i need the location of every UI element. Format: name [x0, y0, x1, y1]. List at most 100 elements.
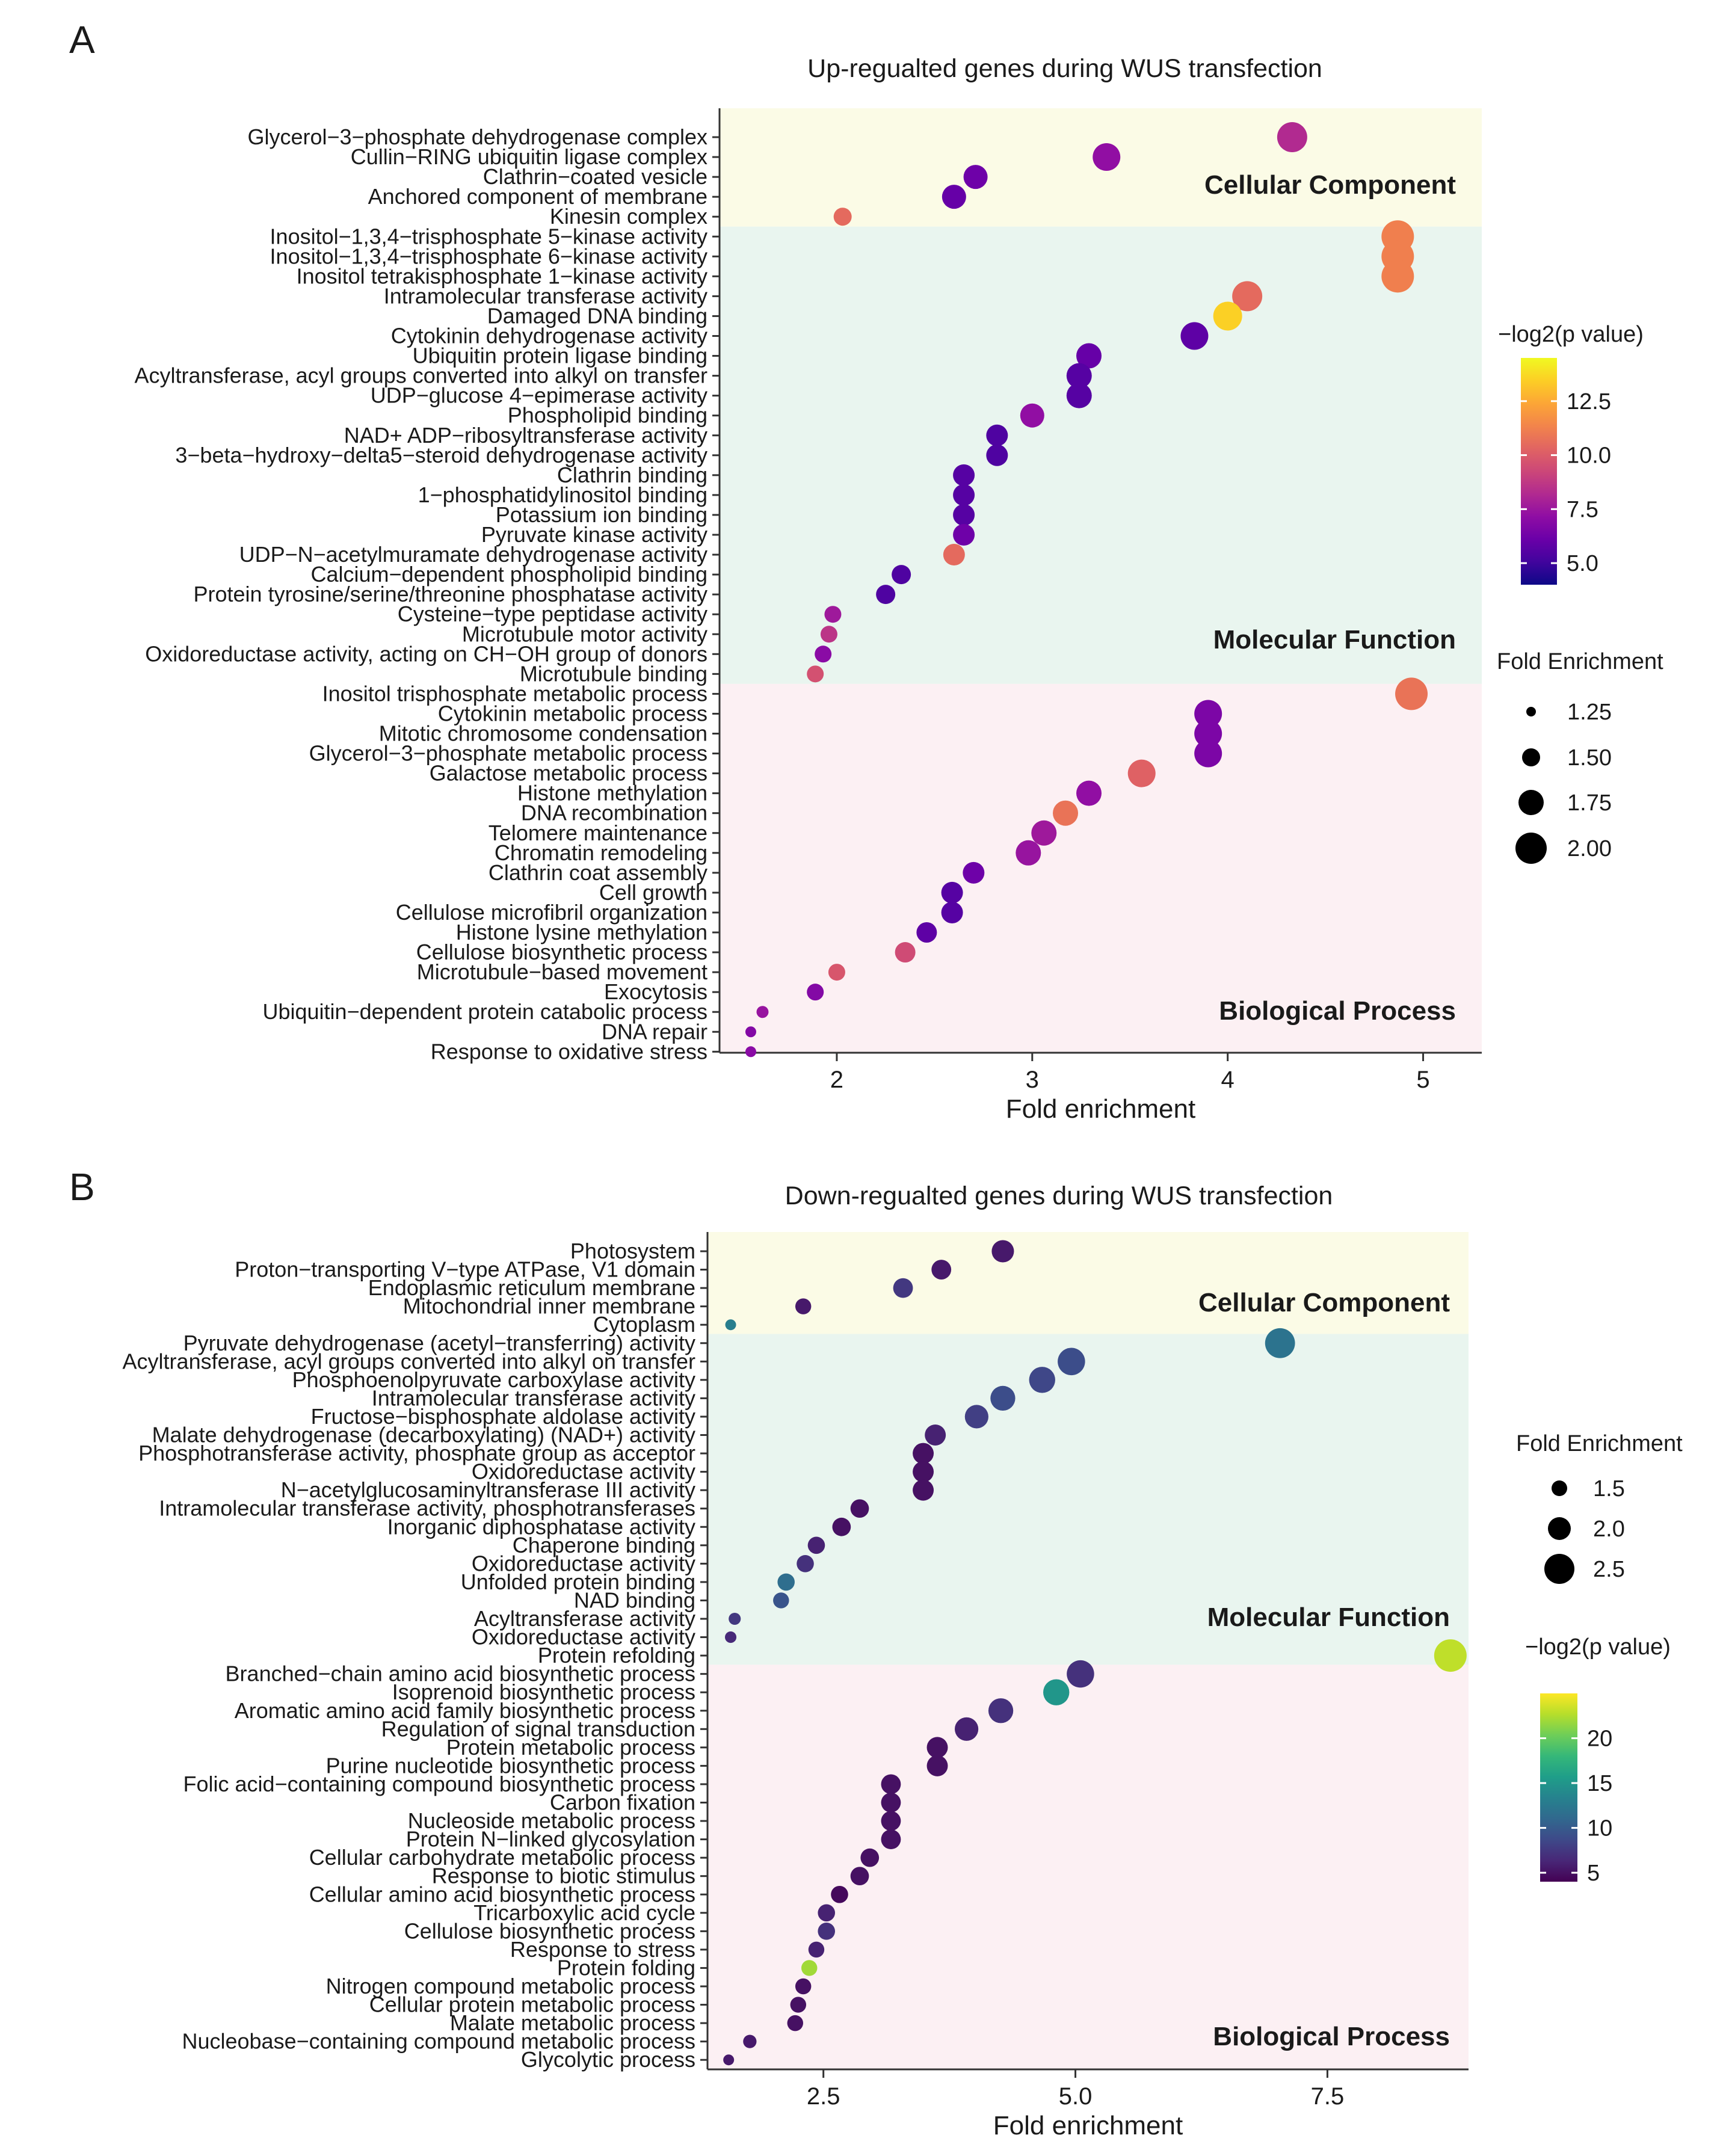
data-point	[777, 1573, 795, 1591]
data-point	[1016, 840, 1041, 866]
data-point	[743, 2034, 757, 2048]
data-point	[941, 901, 963, 923]
data-point	[824, 606, 842, 623]
data-point	[745, 1026, 756, 1038]
data-point	[1066, 383, 1092, 408]
data-point	[820, 626, 837, 643]
group-band	[720, 226, 1482, 684]
data-point	[941, 881, 963, 904]
category-label: Protein metabolic process	[446, 1735, 695, 1760]
data-point	[881, 1774, 901, 1794]
category-label: Purine nucleotide biosynthetic process	[326, 1753, 695, 1778]
data-point	[1043, 1679, 1070, 1705]
category-label: Chromatin remodeling	[495, 840, 707, 865]
category-label: Intramolecular transferase activity	[372, 1385, 695, 1410]
data-point	[916, 922, 937, 943]
category-label: Oxidoreductase activity	[472, 1459, 695, 1484]
category-label: Cytokinin metabolic process	[438, 701, 707, 725]
data-point	[1194, 739, 1222, 768]
category-label: Inositol trisphosphate metabolic process	[322, 681, 707, 706]
category-label: Protein N−linked glycosylation	[406, 1827, 695, 1852]
data-point	[876, 585, 896, 605]
data-point	[828, 964, 845, 981]
category-label: Regulation of signal transduction	[381, 1716, 695, 1741]
size-legend-title: Fold Enrichment	[1516, 1431, 1683, 1456]
category-label: Aromatic amino acid family biosynthetic …	[235, 1698, 695, 1723]
data-point	[815, 645, 832, 663]
color-legend-label: 15	[1587, 1771, 1612, 1796]
data-point	[1029, 1367, 1055, 1393]
panel-b: B Down-regualted genes during WUS transfe…	[69, 1165, 1683, 2140]
data-point	[925, 1424, 946, 1446]
data-point	[964, 1405, 988, 1429]
category-label: 3−beta−hydroxy−delta5−steroid dehydrogen…	[175, 443, 707, 467]
category-label: Unfolded protein binding	[461, 1569, 695, 1594]
data-point	[1053, 800, 1079, 826]
category-label: Oxidoreductase activity, acting on CH−OH…	[145, 641, 707, 666]
category-label: Mitotic chromosome condensation	[379, 721, 707, 746]
data-point	[801, 1960, 818, 1976]
category-label: Mitochondrial inner membrane	[403, 1294, 695, 1319]
size-legend-dot	[1544, 1554, 1574, 1584]
group-label: Molecular Function	[1213, 625, 1456, 654]
size-legend-dot	[1518, 790, 1544, 815]
category-label: Chaperone binding	[513, 1533, 695, 1557]
size-legend-label: 1.75	[1567, 790, 1612, 816]
category-label: Nitrogen compound metabolic process	[326, 1974, 695, 1998]
data-point	[797, 1555, 814, 1572]
x-tick-label: 2	[830, 1067, 843, 1093]
category-label: Oxidoreductase activity	[472, 1551, 695, 1575]
data-point	[808, 1941, 825, 1958]
data-point	[881, 1793, 901, 1813]
x-tick-label: 4	[1221, 1067, 1235, 1093]
category-label: DNA recombination	[521, 801, 707, 825]
data-point	[953, 504, 975, 526]
size-legend-dot	[1515, 833, 1547, 864]
category-label: Glycerol−3−phosphate dehydrogenase compl…	[247, 125, 707, 149]
category-label: Histone lysine methylation	[456, 920, 707, 944]
category-label: Histone methylation	[517, 781, 707, 805]
category-label: NAD binding	[574, 1588, 695, 1612]
data-point	[729, 1612, 741, 1625]
size-legend-dot	[1522, 748, 1540, 766]
category-label: Nucleobase−containing compound metabolic…	[182, 2029, 695, 2054]
category-label: Clathrin coat assembly	[489, 860, 707, 885]
data-point	[893, 1278, 913, 1298]
data-point	[807, 984, 824, 1001]
data-point	[725, 1631, 737, 1643]
category-label: UDP−N−acetylmuramate dehydrogenase activ…	[239, 542, 707, 567]
data-point	[942, 185, 966, 209]
category-label: Malate dehydrogenase (decarboxylating) (…	[152, 1423, 695, 1447]
category-label: Cellular amino acid biosynthetic process	[309, 1882, 695, 1906]
group-label: Cellular Component	[1198, 1288, 1450, 1317]
data-point	[913, 1479, 934, 1501]
size-legend-title: Fold Enrichment	[1497, 649, 1663, 674]
data-point	[790, 1997, 807, 2013]
category-label: Cell growth	[599, 880, 707, 905]
category-label: Acyltransferase activity	[474, 1606, 695, 1631]
data-point	[881, 1829, 901, 1850]
data-point	[988, 1698, 1014, 1723]
data-point	[953, 484, 975, 506]
data-point	[1020, 403, 1044, 428]
chart-title: Up-regualted genes during WUS transfecti…	[807, 54, 1322, 83]
data-point	[850, 1867, 869, 1886]
category-label: Telomere maintenance	[489, 821, 707, 845]
data-point	[926, 1737, 948, 1758]
x-axis-title: Fold enrichment	[1006, 1094, 1195, 1124]
category-label: Phosphoenolpyruvate carboxylase activity	[292, 1367, 695, 1392]
category-label: Protein refolding	[538, 1643, 695, 1668]
category-label: Intramolecular transferase activity, pho…	[159, 1496, 695, 1521]
size-legend-dot	[1548, 1517, 1571, 1540]
data-point	[991, 1240, 1014, 1263]
data-point	[1127, 759, 1156, 787]
data-point	[756, 1006, 769, 1018]
data-point	[1066, 363, 1092, 389]
category-label: Phospholipid binding	[508, 403, 707, 428]
data-point	[831, 1885, 848, 1903]
data-point	[745, 1046, 756, 1058]
data-point	[1093, 143, 1121, 171]
size-legend-label: 2.00	[1567, 836, 1612, 861]
data-point	[1067, 1660, 1094, 1688]
category-label: UDP−glucose 4−epimerase activity	[371, 383, 707, 408]
